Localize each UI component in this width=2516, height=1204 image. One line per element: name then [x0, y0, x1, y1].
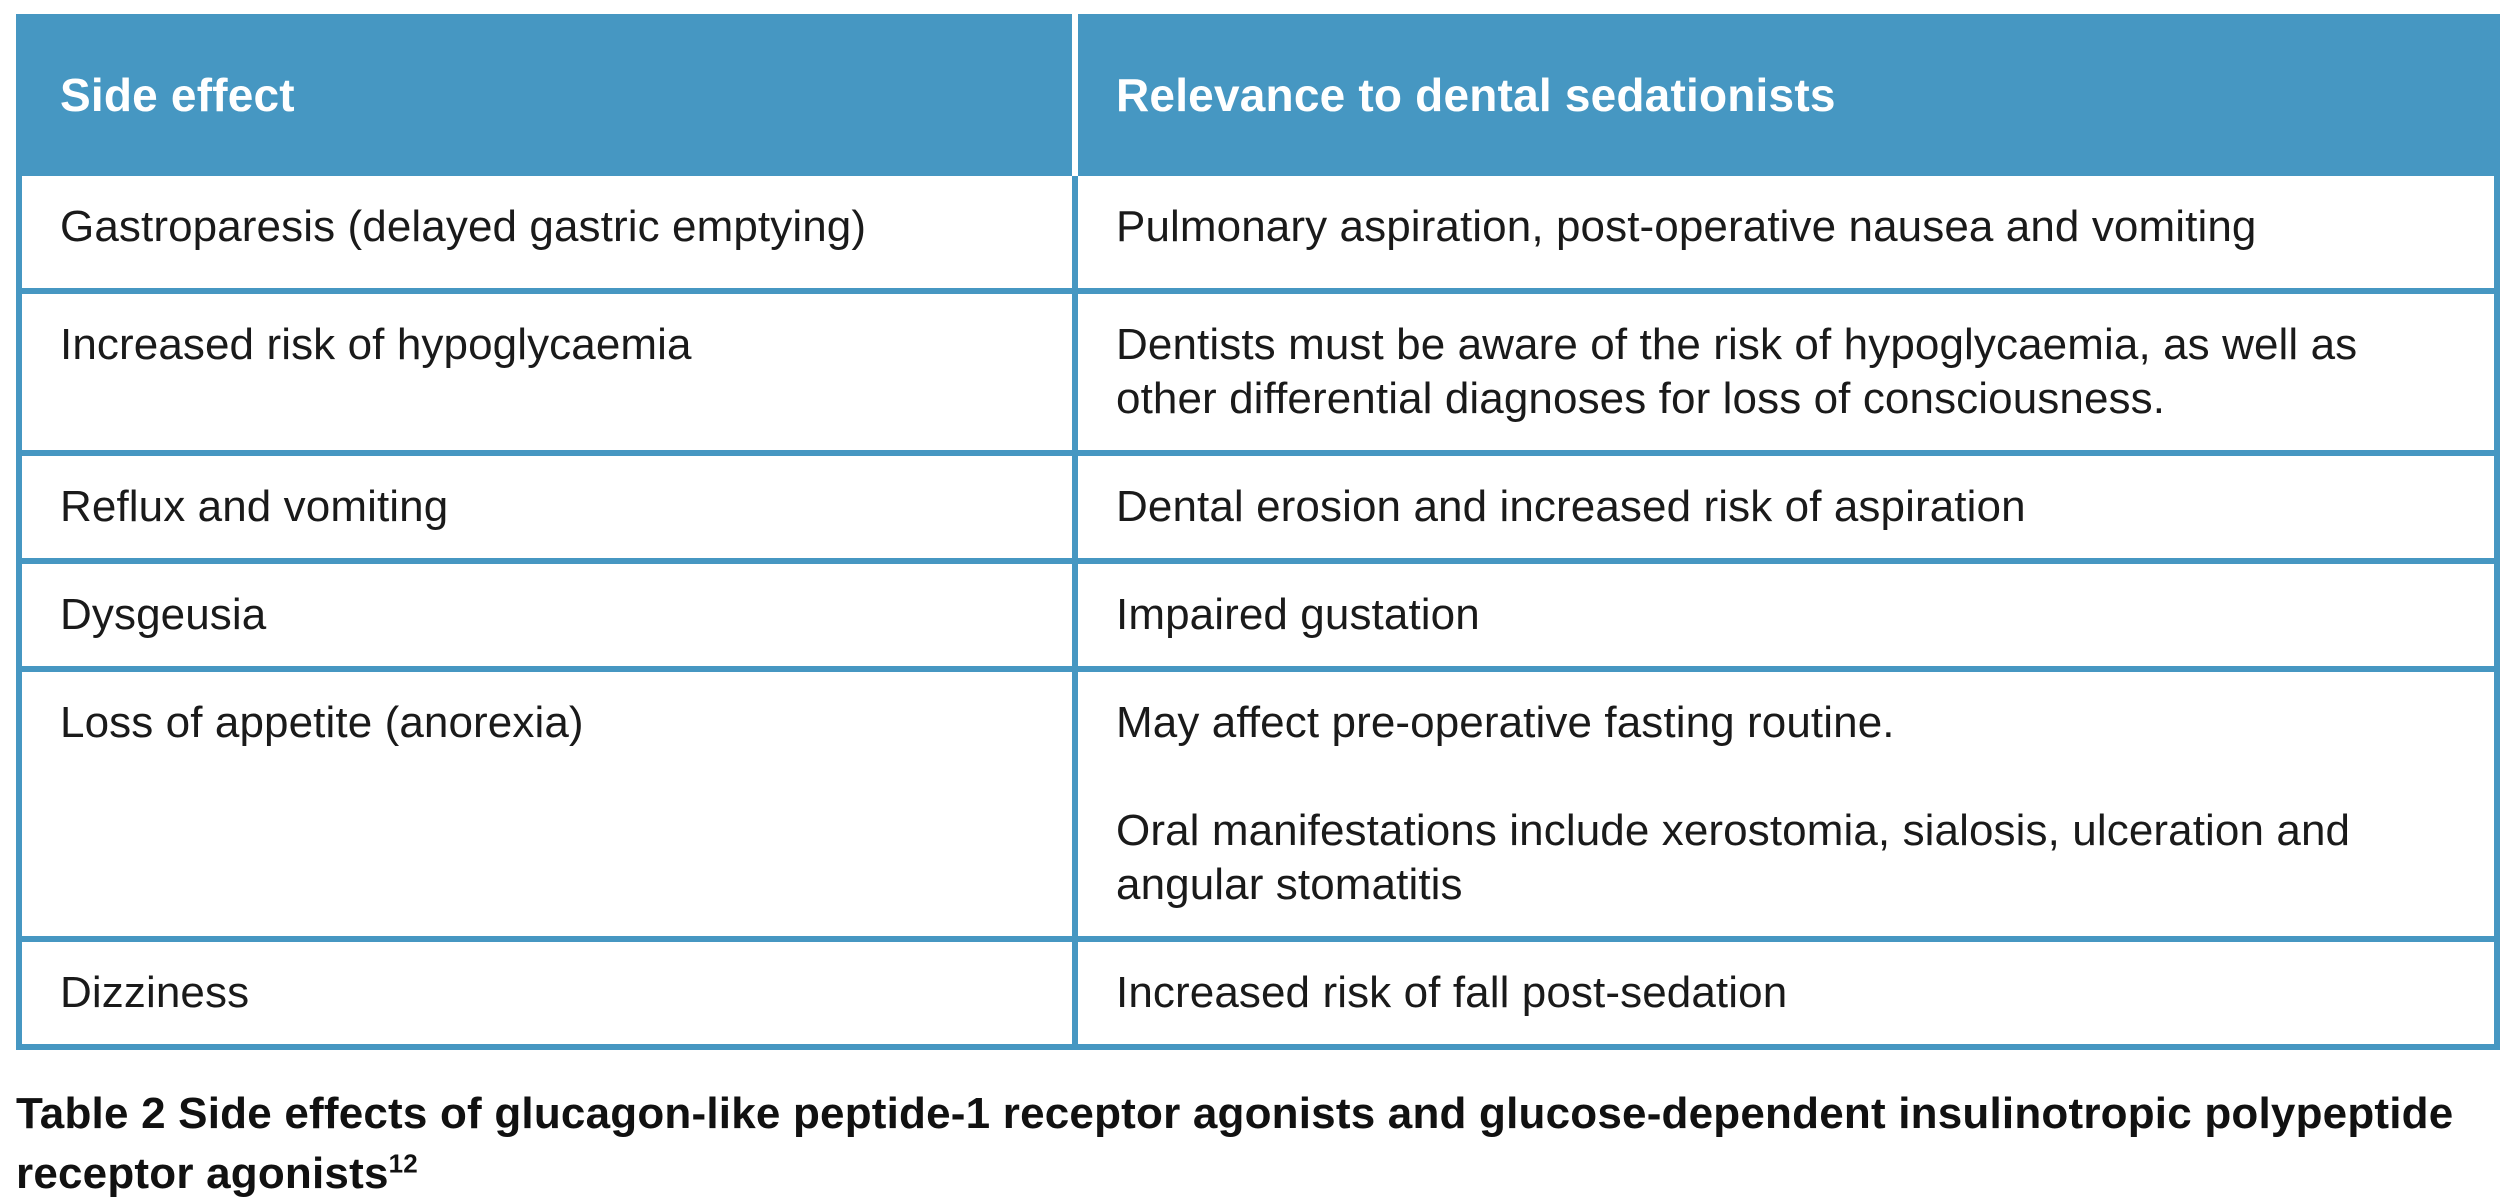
column-header-relevance: Relevance to dental sedationists: [1075, 17, 2497, 173]
table-row: Increased risk of hypoglycaemia Dentists…: [16, 288, 2500, 456]
caption-reference-superscript: 12: [388, 1148, 418, 1179]
cell-side-effect-dizziness: Dizziness: [16, 936, 1078, 1050]
cell-relevance-hypoglycaemia: Dentists must be aware of the risk of hy…: [1072, 288, 2500, 456]
caption-text: Table 2 Side effects of glucagon-like pe…: [16, 1089, 2454, 1198]
cell-side-effect-hypoglycaemia: Increased risk of hypoglycaemia: [16, 288, 1078, 456]
side-effects-table: Side effect Relevance to dental sedation…: [16, 14, 2500, 1050]
table-row: Gastroparesis (delayed gastric emptying)…: [16, 170, 2500, 294]
table-row: Dysgeusia Impaired gustation: [16, 558, 2500, 672]
cell-relevance-dysgeusia: Impaired gustation: [1072, 558, 2500, 672]
cell-side-effect-anorexia: Loss of appetite (anorexia): [16, 666, 1078, 942]
cell-relevance-gastroparesis: Pulmonary aspiration, post-operative nau…: [1072, 170, 2500, 294]
column-header-side-effect: Side effect: [19, 17, 1078, 173]
cell-relevance-dizziness: Increased risk of fall post-sedation: [1072, 936, 2500, 1050]
cell-side-effect-reflux: Reflux and vomiting: [16, 450, 1078, 564]
table-row: Reflux and vomiting Dental erosion and i…: [16, 450, 2500, 564]
table-container: Side effect Relevance to dental sedation…: [16, 14, 2500, 1204]
table-header-row: Side effect Relevance to dental sedation…: [19, 17, 2497, 173]
cell-relevance-reflux: Dental erosion and increased risk of asp…: [1072, 450, 2500, 564]
table-row: Loss of appetite (anorexia) May affect p…: [16, 666, 2500, 942]
cell-relevance-anorexia: May affect pre-operative fasting routine…: [1072, 666, 2500, 942]
cell-side-effect-gastroparesis: Gastroparesis (delayed gastric emptying): [16, 170, 1078, 294]
table-caption: Table 2 Side effects of glucagon-like pe…: [16, 1084, 2500, 1204]
cell-side-effect-dysgeusia: Dysgeusia: [16, 558, 1078, 672]
table-row: Dizziness Increased risk of fall post-se…: [16, 936, 2500, 1050]
